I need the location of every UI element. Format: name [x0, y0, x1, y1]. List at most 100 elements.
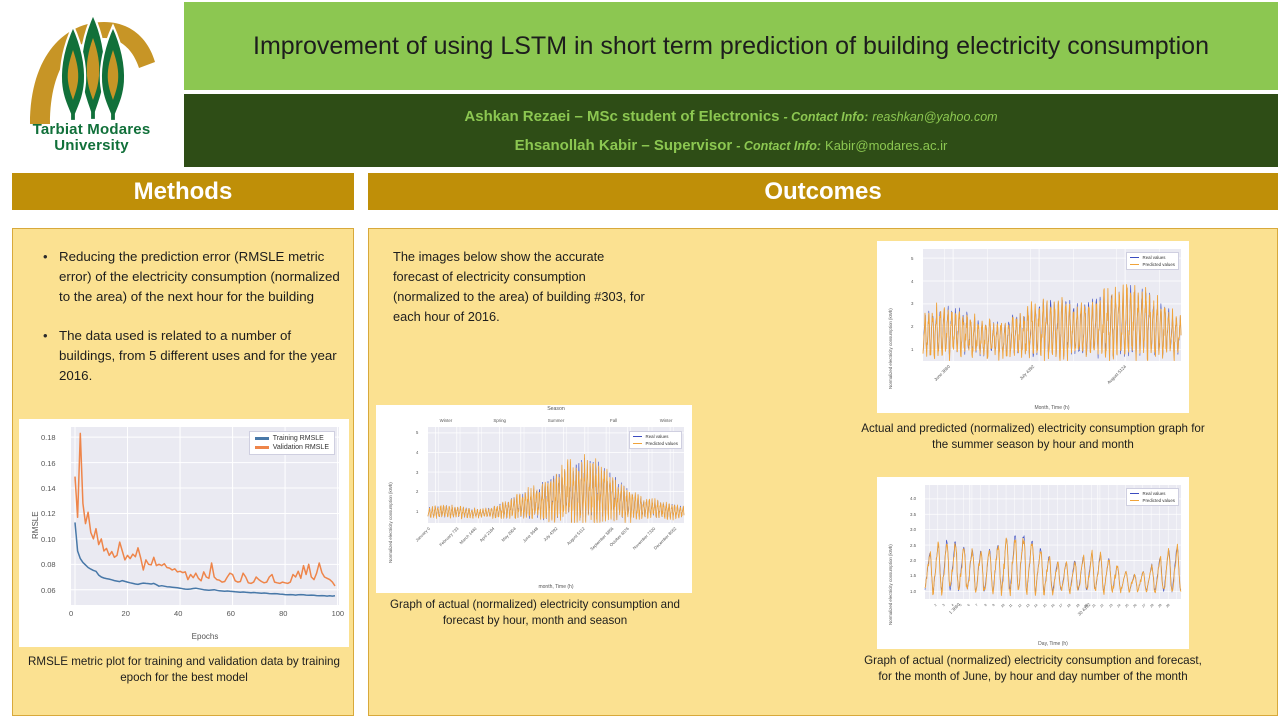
- season-tick-label: Summer: [547, 418, 565, 423]
- list-item-text: The data used is related to a number of …: [59, 328, 337, 383]
- chart-rmsle-legend: Training RMSLE Validation RMSLE: [248, 431, 335, 455]
- legend-label-validation: Validation RMSLE: [272, 444, 329, 451]
- page-title: Improvement of using LSTM in short term …: [253, 31, 1209, 60]
- chart-june-curve: Normalized electricity consumption (kWh)…: [877, 477, 1189, 649]
- author-name-2: Ehsanollah Kabir – Supervisor: [514, 136, 733, 154]
- chart-june-xlabel: Day, Time (h): [1038, 641, 1068, 647]
- legend-swatch-training: [254, 437, 269, 440]
- legend-entry-validation: Validation RMSLE: [254, 444, 329, 451]
- axis-tick-label: 3.5: [910, 511, 917, 517]
- axis-tick-label: 0.14: [41, 484, 56, 494]
- bullet-glyph: •: [43, 249, 48, 264]
- legend-swatch-predicted: [1129, 263, 1139, 266]
- logo-wordmark: Tarbiat Modares University: [0, 122, 183, 154]
- legend-swatch-validation: [254, 446, 269, 449]
- author-line-2: Ehsanollah Kabir – Supervisor - Contact …: [515, 137, 948, 154]
- axis-tick-label: 2: [911, 324, 914, 330]
- author-contact-label-2: - Contact Info:: [736, 138, 821, 153]
- university-logo: Tarbiat Modares University: [0, 0, 183, 172]
- poster-title-banner: Improvement of using LSTM in short term …: [184, 2, 1278, 90]
- section-header-methods-label: Methods: [133, 177, 233, 205]
- outcomes-intro-text: The images below show the accurate forec…: [393, 249, 645, 324]
- author-line-1: Ashkan Rezaei – MSc student of Electroni…: [464, 108, 997, 125]
- bullet-glyph: •: [43, 328, 48, 343]
- legend-label-predicted: Predicted values: [1142, 498, 1175, 503]
- legend-swatch-predicted: [632, 442, 642, 445]
- axis-tick-label: 3.0: [910, 527, 917, 533]
- legend-label-real: Real values: [645, 434, 669, 439]
- outcomes-caption-june: Graph of actual (normalized) electricity…: [864, 654, 1202, 683]
- axis-tick-label: 2.0: [910, 557, 917, 563]
- axis-tick-label: 20: [121, 609, 130, 618]
- chart-summer-curve: Normalized electricity consumption (kWh)…: [877, 241, 1189, 413]
- axis-tick-label: 0.12: [41, 509, 56, 519]
- axis-tick-label: 1: [416, 508, 419, 514]
- section-header-outcomes-label: Outcomes: [764, 177, 882, 205]
- outcomes-caption-season: Graph of actual (normalized) electricity…: [390, 598, 680, 627]
- chart-rmsle-curve: RMSLE Epochs Training RMSLE Validation R…: [19, 419, 349, 647]
- chart-season-xlabel: month, Time (h): [538, 584, 574, 590]
- axis-tick-label: 3: [416, 469, 419, 475]
- legend-swatch-real: [1129, 492, 1139, 495]
- axis-tick-label: 1.5: [910, 573, 917, 579]
- outcomes-caption-summer: Actual and predicted (normalized) electr…: [861, 422, 1205, 451]
- legend-swatch-predicted: [1129, 499, 1139, 502]
- author-contact-label-1: - Contact Info:: [783, 109, 869, 124]
- legend-label-training: Training RMSLE: [272, 435, 324, 442]
- axis-tick-label: 5: [911, 255, 914, 261]
- author-name-1: Ashkan Rezaei – MSc student of Electroni…: [464, 107, 780, 125]
- methods-panel: • Reducing the prediction error (RMSLE m…: [12, 228, 354, 716]
- section-header-methods: Methods: [12, 173, 354, 210]
- methods-bullet-list: • Reducing the prediction error (RMSLE m…: [35, 247, 340, 405]
- season-tick-label: Fall: [610, 418, 618, 423]
- axis-tick-label: 0: [69, 609, 74, 618]
- legend-swatch-real: [1129, 256, 1139, 259]
- axis-tick-label: 80: [279, 609, 288, 618]
- logo-wordmark-line2: University: [54, 137, 129, 154]
- axis-tick-label: 60: [226, 609, 235, 618]
- author-email-2: Kabir@modares.ac.ir: [825, 137, 948, 153]
- chart-june-legend: Real values Predicted values: [1125, 488, 1179, 506]
- chart-june-plot: [924, 485, 1182, 599]
- axis-tick-label: 3: [911, 301, 914, 307]
- chart-season-plot: [427, 427, 685, 523]
- legend-entry-real: Real values: [632, 434, 678, 439]
- axis-tick-label: 1.0: [910, 588, 917, 594]
- legend-entry-predicted: Predicted values: [632, 441, 678, 446]
- axis-tick-label: 100: [331, 609, 345, 618]
- axis-tick-label: 2.5: [910, 542, 917, 548]
- season-tick-label: Winter: [439, 418, 453, 423]
- legend-label-predicted: Predicted values: [1142, 262, 1175, 267]
- list-item-text: Reducing the prediction error (RMSLE met…: [59, 249, 340, 304]
- axis-tick-label: 0.16: [41, 458, 56, 468]
- legend-entry-real: Real values: [1129, 491, 1175, 496]
- section-header-outcomes: Outcomes: [368, 173, 1278, 210]
- season-tick-label: Spring: [493, 418, 507, 423]
- chart-rmsle-xlabel: Epochs: [191, 632, 219, 641]
- outcomes-panel: The images below show the accurate forec…: [368, 228, 1278, 716]
- axis-tick-label: 0.08: [41, 560, 56, 570]
- legend-entry-predicted: Predicted values: [1129, 262, 1175, 267]
- axis-tick-label: 0.18: [41, 433, 56, 443]
- logo-wordmark-line1: Tarbiat Modares: [32, 121, 151, 138]
- methods-chart-caption: RMSLE metric plot for training and valid…: [28, 655, 340, 684]
- author-banner: Ashkan Rezaei – MSc student of Electroni…: [184, 94, 1278, 167]
- legend-label-predicted: Predicted values: [645, 441, 678, 446]
- list-item: • The data used is related to a number o…: [35, 326, 340, 386]
- legend-label-real: Real values: [1142, 255, 1166, 260]
- axis-tick-label: 1: [911, 347, 914, 353]
- axis-tick-label: 2: [416, 489, 419, 495]
- legend-label-real: Real values: [1142, 491, 1166, 496]
- author-email-1: reashkan@yahoo.com: [872, 109, 998, 124]
- chart-year-season-curve: Season Normalized electricity consumptio…: [376, 405, 692, 593]
- season-tick-label: Winter: [659, 418, 673, 423]
- chart-rmsle-plot: [71, 427, 339, 605]
- axis-tick-label: 5: [416, 430, 419, 436]
- legend-entry-predicted: Predicted values: [1129, 498, 1175, 503]
- axis-tick-label: 4.0: [910, 496, 917, 502]
- list-item: • Reducing the prediction error (RMSLE m…: [35, 247, 340, 307]
- chart-summer-legend: Real values Predicted values: [1125, 252, 1179, 270]
- chart-season-legend: Real values Predicted values: [628, 431, 682, 449]
- axis-tick-label: 4: [911, 278, 914, 284]
- legend-entry-training: Training RMSLE: [254, 435, 329, 442]
